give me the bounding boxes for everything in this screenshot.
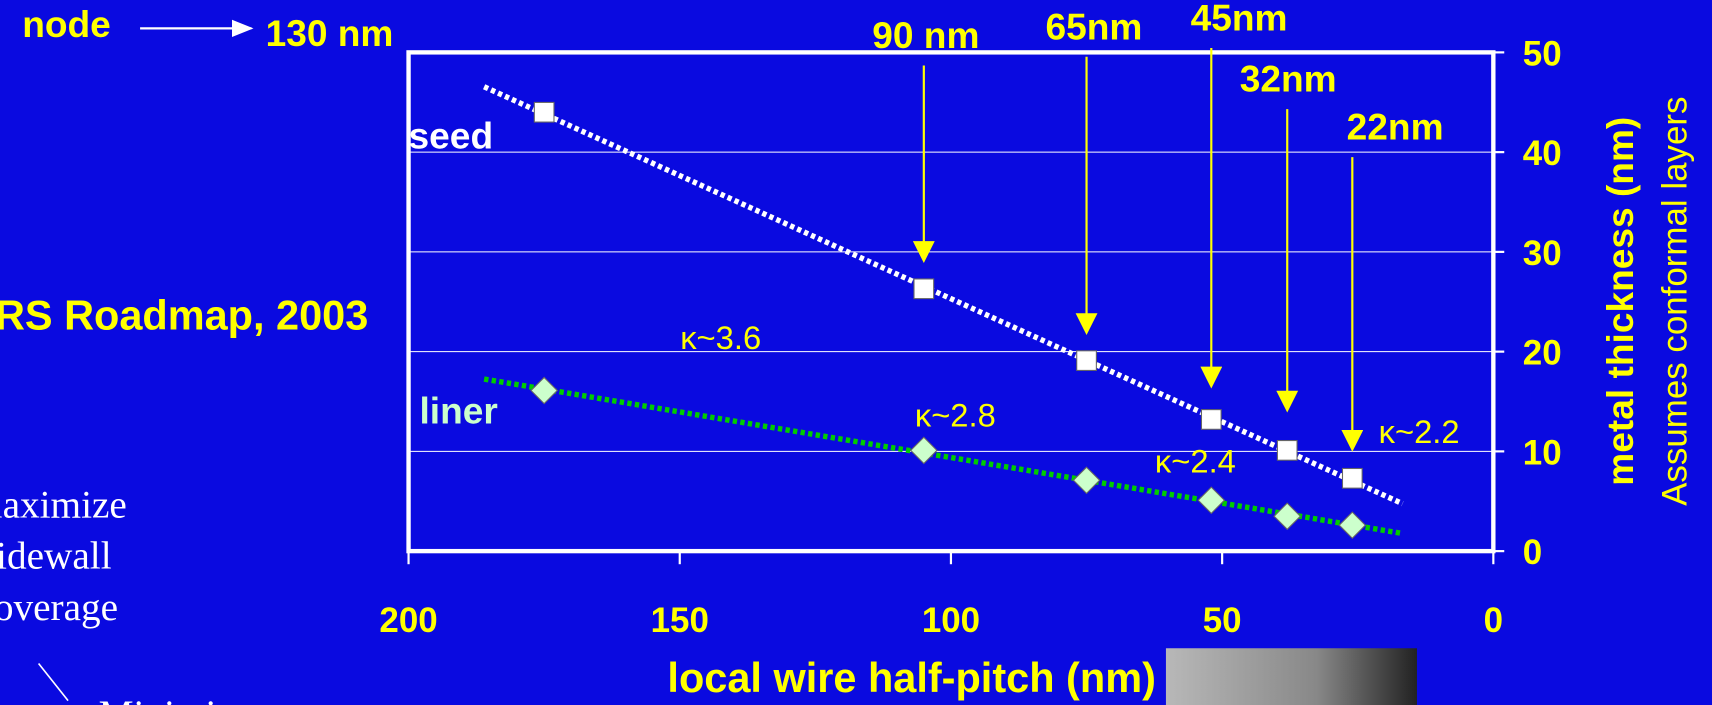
seed-point bbox=[1201, 410, 1221, 430]
roadmap: RS Roadmap, 2003 bbox=[0, 292, 368, 339]
x-tick-label: 50 bbox=[1203, 601, 1242, 640]
seed-point bbox=[1277, 441, 1297, 461]
x-tick-label: 200 bbox=[379, 601, 437, 640]
node-label: node bbox=[22, 3, 111, 45]
kappa-label: κ~2.4 bbox=[1155, 443, 1236, 480]
y-tick-label: 10 bbox=[1523, 433, 1562, 472]
y-tick-label: 40 bbox=[1523, 134, 1562, 173]
series-label: liner bbox=[419, 389, 497, 431]
seed-point bbox=[914, 279, 934, 299]
node-label: 45nm bbox=[1191, 0, 1288, 39]
y-tick-label: 0 bbox=[1523, 533, 1542, 572]
kappa-label: κ~3.6 bbox=[680, 319, 761, 356]
note: laximize bbox=[0, 483, 127, 526]
y-axis-title: metal thickness (nm) bbox=[1599, 117, 1641, 486]
y-tick-label: 50 bbox=[1523, 34, 1562, 73]
note: idewall bbox=[0, 535, 112, 578]
y-axis-note: Assumes conformal layers bbox=[1656, 97, 1695, 506]
kappa-label: κ~2.2 bbox=[1379, 413, 1460, 450]
slide: node 130 nm RS Roadmap, 2003 laximize id… bbox=[0, 0, 1712, 705]
micrograph bbox=[1166, 648, 1417, 705]
x-tick-label: 150 bbox=[651, 601, 709, 640]
y-tick-label: 20 bbox=[1523, 334, 1562, 373]
seed-point bbox=[1342, 468, 1362, 488]
bottom-note: Minimize bbox=[99, 693, 252, 705]
node-label: 65nm bbox=[1045, 5, 1142, 47]
note: overage bbox=[0, 586, 118, 629]
node-label: 32nm bbox=[1240, 58, 1337, 100]
node-value: 130 nm bbox=[266, 12, 394, 54]
series-label: seed bbox=[409, 114, 494, 156]
x-tick-label: 100 bbox=[922, 601, 980, 640]
y-tick-label: 30 bbox=[1523, 234, 1562, 273]
x-tick-label: 0 bbox=[1484, 601, 1503, 640]
seed-point bbox=[534, 102, 554, 122]
background bbox=[0, 0, 1711, 705]
seed-point bbox=[1077, 351, 1097, 371]
kappa-label: κ~2.8 bbox=[915, 397, 996, 434]
x-axis-title: local wire half-pitch (nm) bbox=[667, 654, 1155, 701]
node-label: 22nm bbox=[1347, 106, 1444, 148]
node-label: 90 nm bbox=[872, 14, 979, 56]
